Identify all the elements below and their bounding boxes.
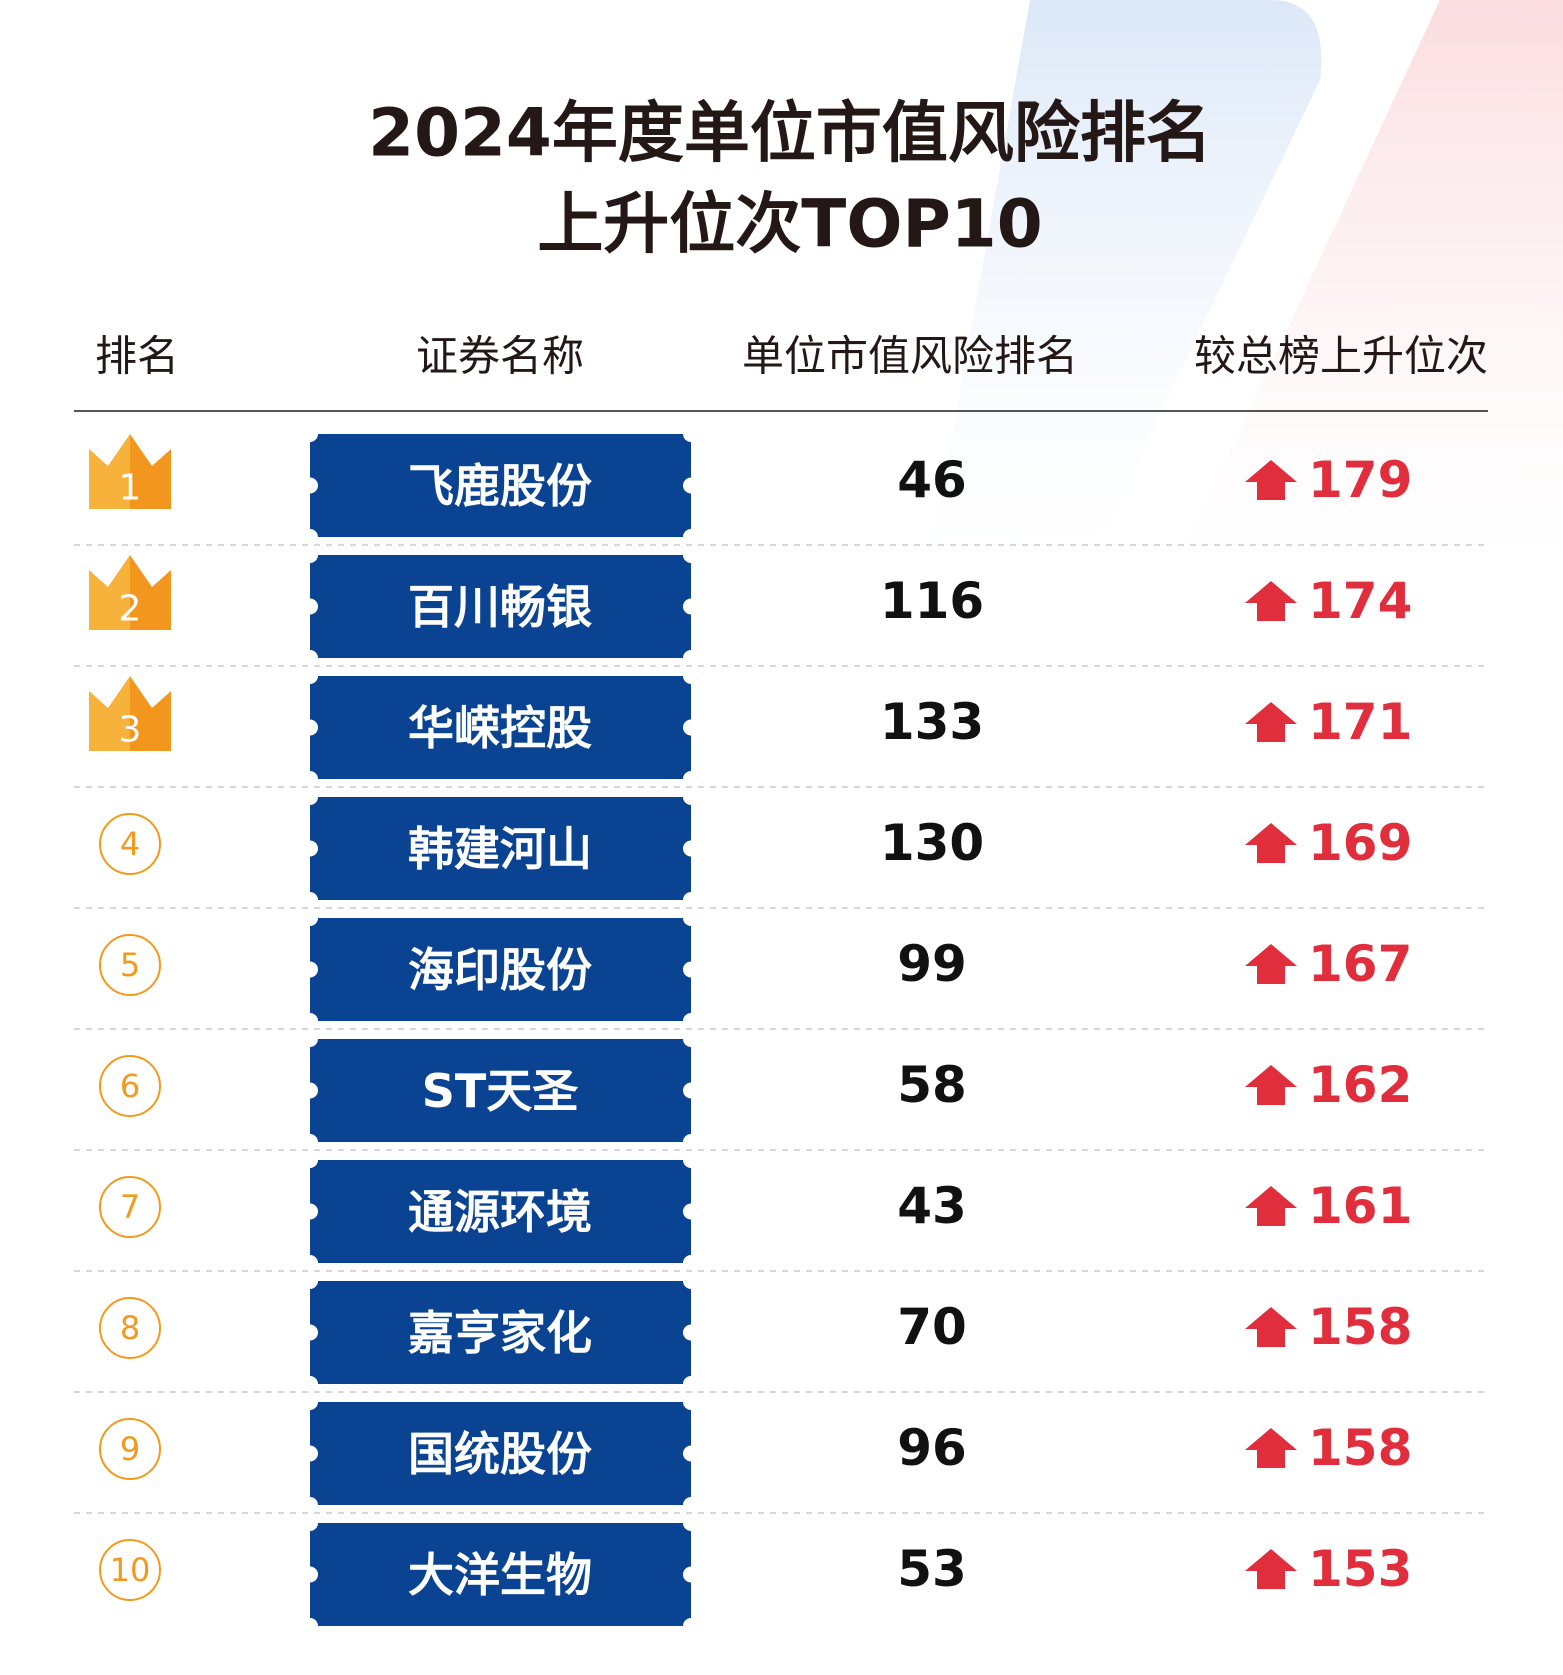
- name-badge: [310, 676, 691, 779]
- rank-rise: 167: [1308, 935, 1412, 993]
- rank-circle: [99, 1418, 161, 1480]
- name-badge: [310, 1039, 691, 1142]
- rank-rise: 169: [1308, 814, 1412, 872]
- rank-number: 7: [120, 1188, 140, 1226]
- column-header: 较总榜上升位次: [1194, 332, 1488, 381]
- rank-number: 10: [110, 1551, 151, 1589]
- risk-rank: 116: [880, 572, 984, 630]
- rank-circle: [99, 813, 161, 875]
- crown-icon: [89, 676, 171, 751]
- title-line: 上升位次TOP10: [537, 186, 1042, 263]
- security-name: 百川畅银: [408, 580, 592, 634]
- bg-shape-pink: [1180, 0, 1563, 560]
- risk-rank: 96: [897, 1419, 967, 1477]
- name-badge: [310, 1160, 691, 1263]
- rank-number: 8: [120, 1309, 140, 1347]
- up-arrow: [1245, 702, 1297, 742]
- up-arrow: [1245, 1186, 1297, 1226]
- security-name: ST天圣: [422, 1064, 579, 1118]
- bg-shape-blue: [930, 0, 1322, 560]
- column-header: 证券名称: [416, 332, 584, 381]
- up-arrow: [1245, 581, 1297, 621]
- security-name: 海印股份: [408, 943, 592, 997]
- rank-circle: [99, 1539, 161, 1601]
- rank-rise: 158: [1308, 1419, 1412, 1477]
- security-name: 华嵘控股: [408, 701, 592, 755]
- name-badge: [310, 434, 691, 537]
- rank-number: 3: [119, 710, 142, 751]
- rank-rise: 179: [1308, 451, 1412, 509]
- rank-rise: 153: [1308, 1540, 1412, 1598]
- rank-rise: 161: [1308, 1177, 1412, 1235]
- risk-rank: 53: [897, 1540, 967, 1598]
- rank-number: 9: [120, 1430, 140, 1468]
- up-arrow: [1245, 1549, 1297, 1589]
- column-header: 单位市值风险排名: [742, 332, 1078, 381]
- risk-rank: 133: [880, 693, 984, 751]
- title-line: 2024年度单位市值风险排名: [368, 95, 1212, 172]
- rank-number: 2: [119, 589, 142, 630]
- rank-number: 4: [120, 825, 140, 863]
- up-arrow: [1245, 944, 1297, 984]
- rank-number: 5: [120, 946, 140, 984]
- name-badge: [310, 797, 691, 900]
- name-badge: [310, 1281, 691, 1384]
- up-arrow: [1245, 823, 1297, 863]
- security-name: 通源环境: [408, 1185, 592, 1239]
- rank-circle: [99, 1297, 161, 1359]
- rank-circle: [99, 1055, 161, 1117]
- up-arrow: [1245, 460, 1297, 500]
- crown-icon: [89, 555, 171, 630]
- risk-rank: 70: [897, 1298, 967, 1356]
- rank-rise: 171: [1308, 693, 1412, 751]
- name-badge: [310, 918, 691, 1021]
- rank-number: 1: [119, 468, 142, 509]
- up-arrow: [1245, 1307, 1297, 1347]
- rank-rise: 174: [1308, 572, 1412, 630]
- rank-number: 6: [120, 1067, 140, 1105]
- security-name: 韩建河山: [408, 822, 592, 876]
- column-header: 排名: [95, 332, 179, 381]
- crown-icon: [89, 434, 171, 509]
- risk-rank: 130: [880, 814, 984, 872]
- name-badge: [310, 1402, 691, 1505]
- name-badge: [310, 1523, 691, 1626]
- rank-circle: [99, 1176, 161, 1238]
- security-name: 国统股份: [408, 1427, 592, 1481]
- rank-rise: 158: [1308, 1298, 1412, 1356]
- risk-rank: 58: [897, 1056, 967, 1114]
- risk-rank: 99: [897, 935, 967, 993]
- up-arrow: [1245, 1065, 1297, 1105]
- security-name: 飞鹿股份: [408, 459, 592, 513]
- name-badge: [310, 555, 691, 658]
- risk-rank: 46: [897, 451, 967, 509]
- rank-circle: [99, 934, 161, 996]
- risk-rank: 43: [897, 1177, 967, 1235]
- security-name: 嘉亨家化: [408, 1306, 592, 1360]
- rank-rise: 162: [1308, 1056, 1412, 1114]
- security-name: 大洋生物: [408, 1548, 592, 1602]
- up-arrow: [1245, 1428, 1297, 1468]
